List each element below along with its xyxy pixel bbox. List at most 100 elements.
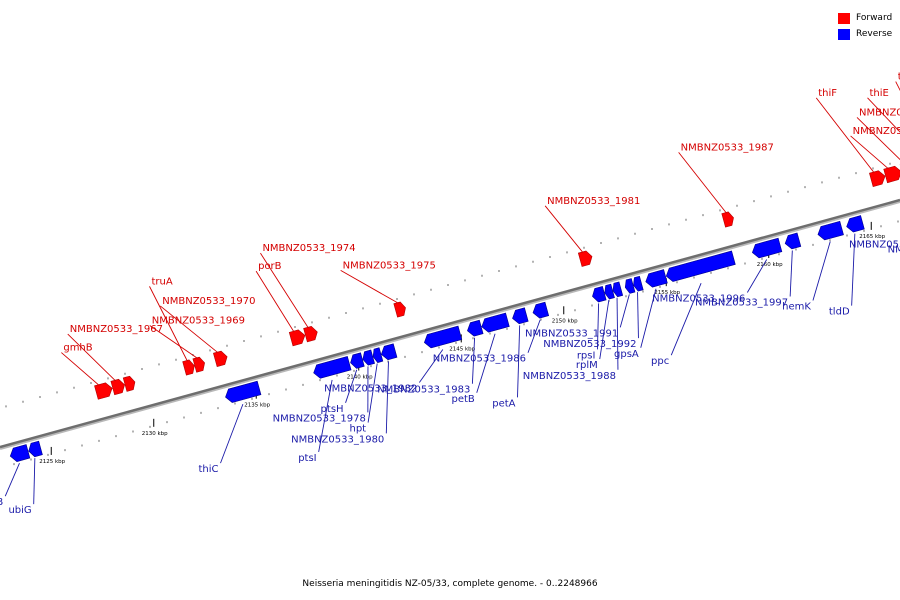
- reverse-gene[interactable]: petB: [451, 312, 510, 405]
- forward-gene[interactable]: NMBNZ0533_2000: [850, 126, 900, 184]
- axis-tick-label: 2125 kbp: [39, 459, 65, 465]
- gene-label: NMBNZ0533_1986: [433, 354, 526, 365]
- backbone-shadow: [0, 200, 900, 450]
- reverse-gene[interactable]: ubiG: [8, 440, 43, 516]
- gene-label: petA: [492, 398, 515, 409]
- gene-label: NMBNZ0533_1974: [262, 243, 355, 254]
- axis-tick-label: 2160 kbp: [757, 262, 783, 268]
- reverse-gene[interactable]: tldD: [829, 215, 865, 318]
- gene-label: NMBNZ0533_2006: [888, 245, 900, 256]
- reverse-gene[interactable]: NMBNZ0533_1997: [695, 232, 802, 309]
- axis-tick-label: 2145 kbp: [449, 346, 475, 352]
- reverse-gene[interactable]: NMBNZ0533_1980: [291, 343, 398, 446]
- gene-label: rplM: [576, 360, 598, 371]
- gene-label: gpsA: [614, 349, 639, 360]
- legend-reverse-label: Reverse: [856, 29, 893, 39]
- legend-forward-label: Forward: [856, 13, 893, 23]
- gene-label: petB: [451, 394, 474, 405]
- gene-label: thiE: [870, 88, 889, 99]
- forward-gene[interactable]: [122, 375, 137, 392]
- genome-caption: Neisseria meningitidis NZ-05/33, complet…: [302, 579, 598, 589]
- gene-label: NMBNZ0533_2005: [849, 240, 900, 251]
- reverse-gene[interactable]: hemK: [782, 220, 844, 313]
- reverse-gene[interactable]: ptsH: [321, 352, 365, 415]
- axis-tick-label: 2155 kbp: [654, 290, 680, 296]
- forward-gene[interactable]: truA: [149, 276, 197, 376]
- forward-gene[interactable]: NMBNZ0533_1969: [149, 316, 245, 373]
- gene-label: porB: [258, 261, 282, 272]
- gene-label: NMBNZ0533_1982: [324, 384, 417, 395]
- gene-label: ppc: [651, 356, 669, 367]
- axis-tick-label: 2130 kbp: [142, 431, 168, 437]
- gene-label: NMBNZ0533_1996: [652, 294, 745, 305]
- reverse-gene[interactable]: thiC: [198, 380, 262, 475]
- gene-label: NMBNZ0533_1967: [70, 324, 163, 335]
- gene-label: NMBNZ0533_1980: [291, 434, 384, 445]
- forward-swatch: [838, 12, 850, 24]
- axis-tick-label: 2135 kbp: [244, 403, 270, 409]
- reverse-gene[interactable]: hpt: [349, 347, 384, 435]
- gene-label: ptsH: [321, 404, 344, 415]
- reverse-gene[interactable]: NMBNZ0533_1986: [433, 301, 550, 365]
- gene-label: NMBNZ0533_1987: [681, 142, 774, 153]
- forward-gene[interactable]: NMBNZ0533_1975: [340, 260, 436, 318]
- reverse-gene[interactable]: NMBNZ0533_2006: [888, 177, 900, 256]
- forward-gene[interactable]: thiE: [867, 88, 900, 173]
- forward-gene[interactable]: NMBNZ0533_1987: [678, 142, 774, 228]
- reverse-gene[interactable]: thrB: [0, 444, 31, 509]
- legend-forward: Forward: [838, 10, 898, 26]
- reverse-gene[interactable]: NMBNZ0533_1991: [525, 278, 636, 339]
- reverse-gene[interactable]: petA: [492, 307, 529, 410]
- gene-label: ptsI: [298, 453, 316, 464]
- reverse-gene[interactable]: ptsI: [298, 356, 352, 464]
- axis-tick-label: 2150 kbp: [552, 318, 578, 324]
- reverse-gene[interactable]: NMBNZ0533_1982: [324, 325, 463, 395]
- gene-label: ubiG: [8, 505, 31, 516]
- reverse-gene[interactable]: gpsA: [614, 269, 668, 360]
- genome-backbone: [0, 198, 900, 449]
- gene-label: thrB: [0, 497, 3, 508]
- forward-gene[interactable]: thiS: [895, 72, 900, 171]
- forward-gene[interactable]: thiF: [815, 88, 887, 188]
- forward-gene[interactable]: NMBNZ0533_2001: [856, 107, 900, 179]
- gene-label: NMBNZ0533_1970: [162, 296, 255, 307]
- reverse-gene[interactable]: rplM: [576, 283, 615, 371]
- forward-gene[interactable]: porB: [255, 261, 307, 347]
- reverse-gene[interactable]: NMBNZ0533_1988: [523, 281, 624, 382]
- gene-label: NMBNZ0533_1981: [547, 196, 640, 207]
- forward-gene[interactable]: gmhB: [61, 343, 114, 400]
- gene-label: hemK: [782, 302, 811, 313]
- gene-label: NMBNZ0533_1997: [695, 298, 788, 309]
- reverse-gene[interactable]: NMBNZ0533_1983: [377, 319, 484, 396]
- gene-label: tldD: [829, 307, 850, 318]
- reverse-gene[interactable]: NMBNZ0533_2005: [849, 187, 900, 251]
- forward-gene[interactable]: NMBNZ0533_1974: [260, 243, 356, 343]
- reverse-gene[interactable]: NMBNZ0533_1978: [273, 349, 375, 424]
- legend: Forward Reverse: [838, 10, 898, 42]
- gene-label: NMBNZ0533_1988: [523, 371, 616, 382]
- axis-tick-label: 2140 kbp: [347, 375, 373, 381]
- reverse-gene[interactable]: NMBNZ0533_1992: [543, 275, 644, 350]
- gene-label: NMBNZ0533_2001: [859, 107, 900, 118]
- gene-label: NMBNZ0533_1978: [273, 413, 366, 424]
- gene-label: NMBNZ0533_1991: [525, 328, 618, 339]
- axis-tick-label: 2165 kbp: [859, 234, 885, 240]
- gene-label: NMBNZ0533_1992: [543, 339, 636, 350]
- gene-label: hpt: [349, 424, 366, 435]
- reverse-gene[interactable]: ppc: [651, 250, 736, 367]
- forward-gene[interactable]: NMBNZ0533_1970: [159, 296, 255, 368]
- forward-gene[interactable]: NMBNZ0533_1967: [67, 324, 163, 396]
- gene-label: NMBNZ0533_1969: [152, 316, 245, 327]
- gene-label: NMBNZ0533_1983: [377, 385, 470, 396]
- gene-label: gmhB: [63, 343, 92, 354]
- reverse-gene[interactable]: rpsI: [577, 286, 607, 361]
- gene-label: truA: [152, 276, 173, 287]
- gene-label: thiF: [818, 88, 837, 99]
- reverse-gene[interactable]: NMBNZ0533_1996: [652, 237, 783, 305]
- forward-gene[interactable]: NMBNZ0533_1981: [544, 196, 640, 267]
- gene-label: thiC: [198, 464, 218, 475]
- gene-label: NMBNZ0533_1975: [343, 260, 436, 271]
- reverse-swatch: [838, 28, 850, 40]
